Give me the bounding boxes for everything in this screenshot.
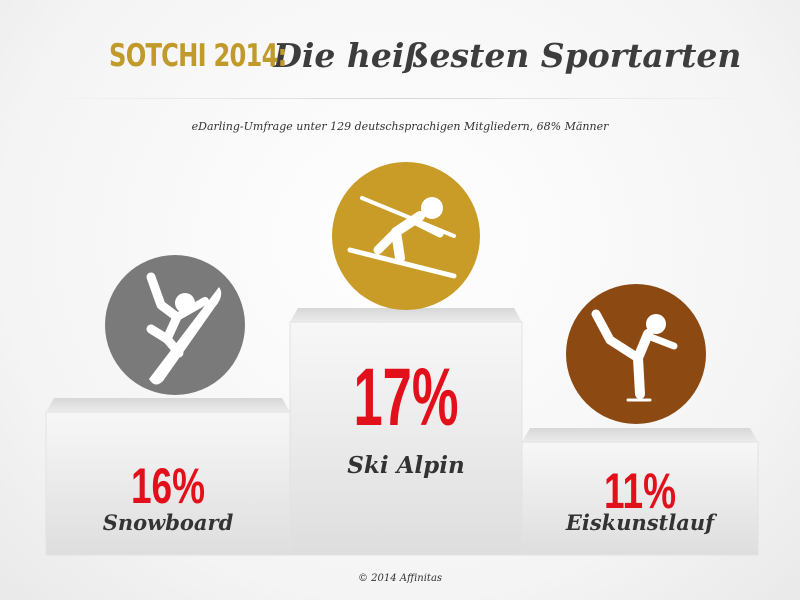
podium-step-top bbox=[522, 428, 758, 442]
value-label: 11% bbox=[604, 464, 676, 520]
podium-step-top bbox=[290, 308, 522, 322]
medal-silver bbox=[105, 255, 245, 395]
chart-title: SOTCHI 2014: Die heißesten Sportarten bbox=[40, 36, 760, 96]
value-label: 17% bbox=[353, 351, 458, 443]
title-prefix: SOTCHI 2014: bbox=[108, 37, 287, 74]
podium-step bbox=[45, 411, 291, 556]
value-label: 16% bbox=[131, 459, 205, 515]
copyright: © 2014 Affinitas bbox=[357, 573, 443, 584]
chart-subtitle: eDarling-Umfrage unter 129 deutschsprach… bbox=[191, 120, 609, 133]
category-label: Ski Alpin bbox=[347, 452, 464, 479]
snowboarder-icon bbox=[146, 272, 222, 385]
podium-medals bbox=[105, 162, 706, 424]
figure-skater-icon bbox=[591, 309, 678, 402]
title-main: Die heißesten Sportarten bbox=[273, 36, 742, 75]
medal-bronze bbox=[566, 284, 706, 424]
podium-step-top bbox=[46, 398, 290, 412]
podium-step bbox=[289, 321, 523, 556]
podium-labels: 16%Snowboard 17% Ski Alpin 11%Eiskunstlauf bbox=[103, 351, 718, 535]
podium-step bbox=[521, 441, 759, 556]
medal-gold bbox=[332, 162, 480, 310]
podium-steps bbox=[45, 308, 759, 556]
category-label: Snowboard bbox=[103, 510, 234, 535]
title-divider bbox=[40, 98, 760, 99]
medal-disc bbox=[332, 162, 480, 310]
category-label: Eiskunstlauf bbox=[565, 510, 718, 535]
skier-icon bbox=[347, 196, 457, 279]
